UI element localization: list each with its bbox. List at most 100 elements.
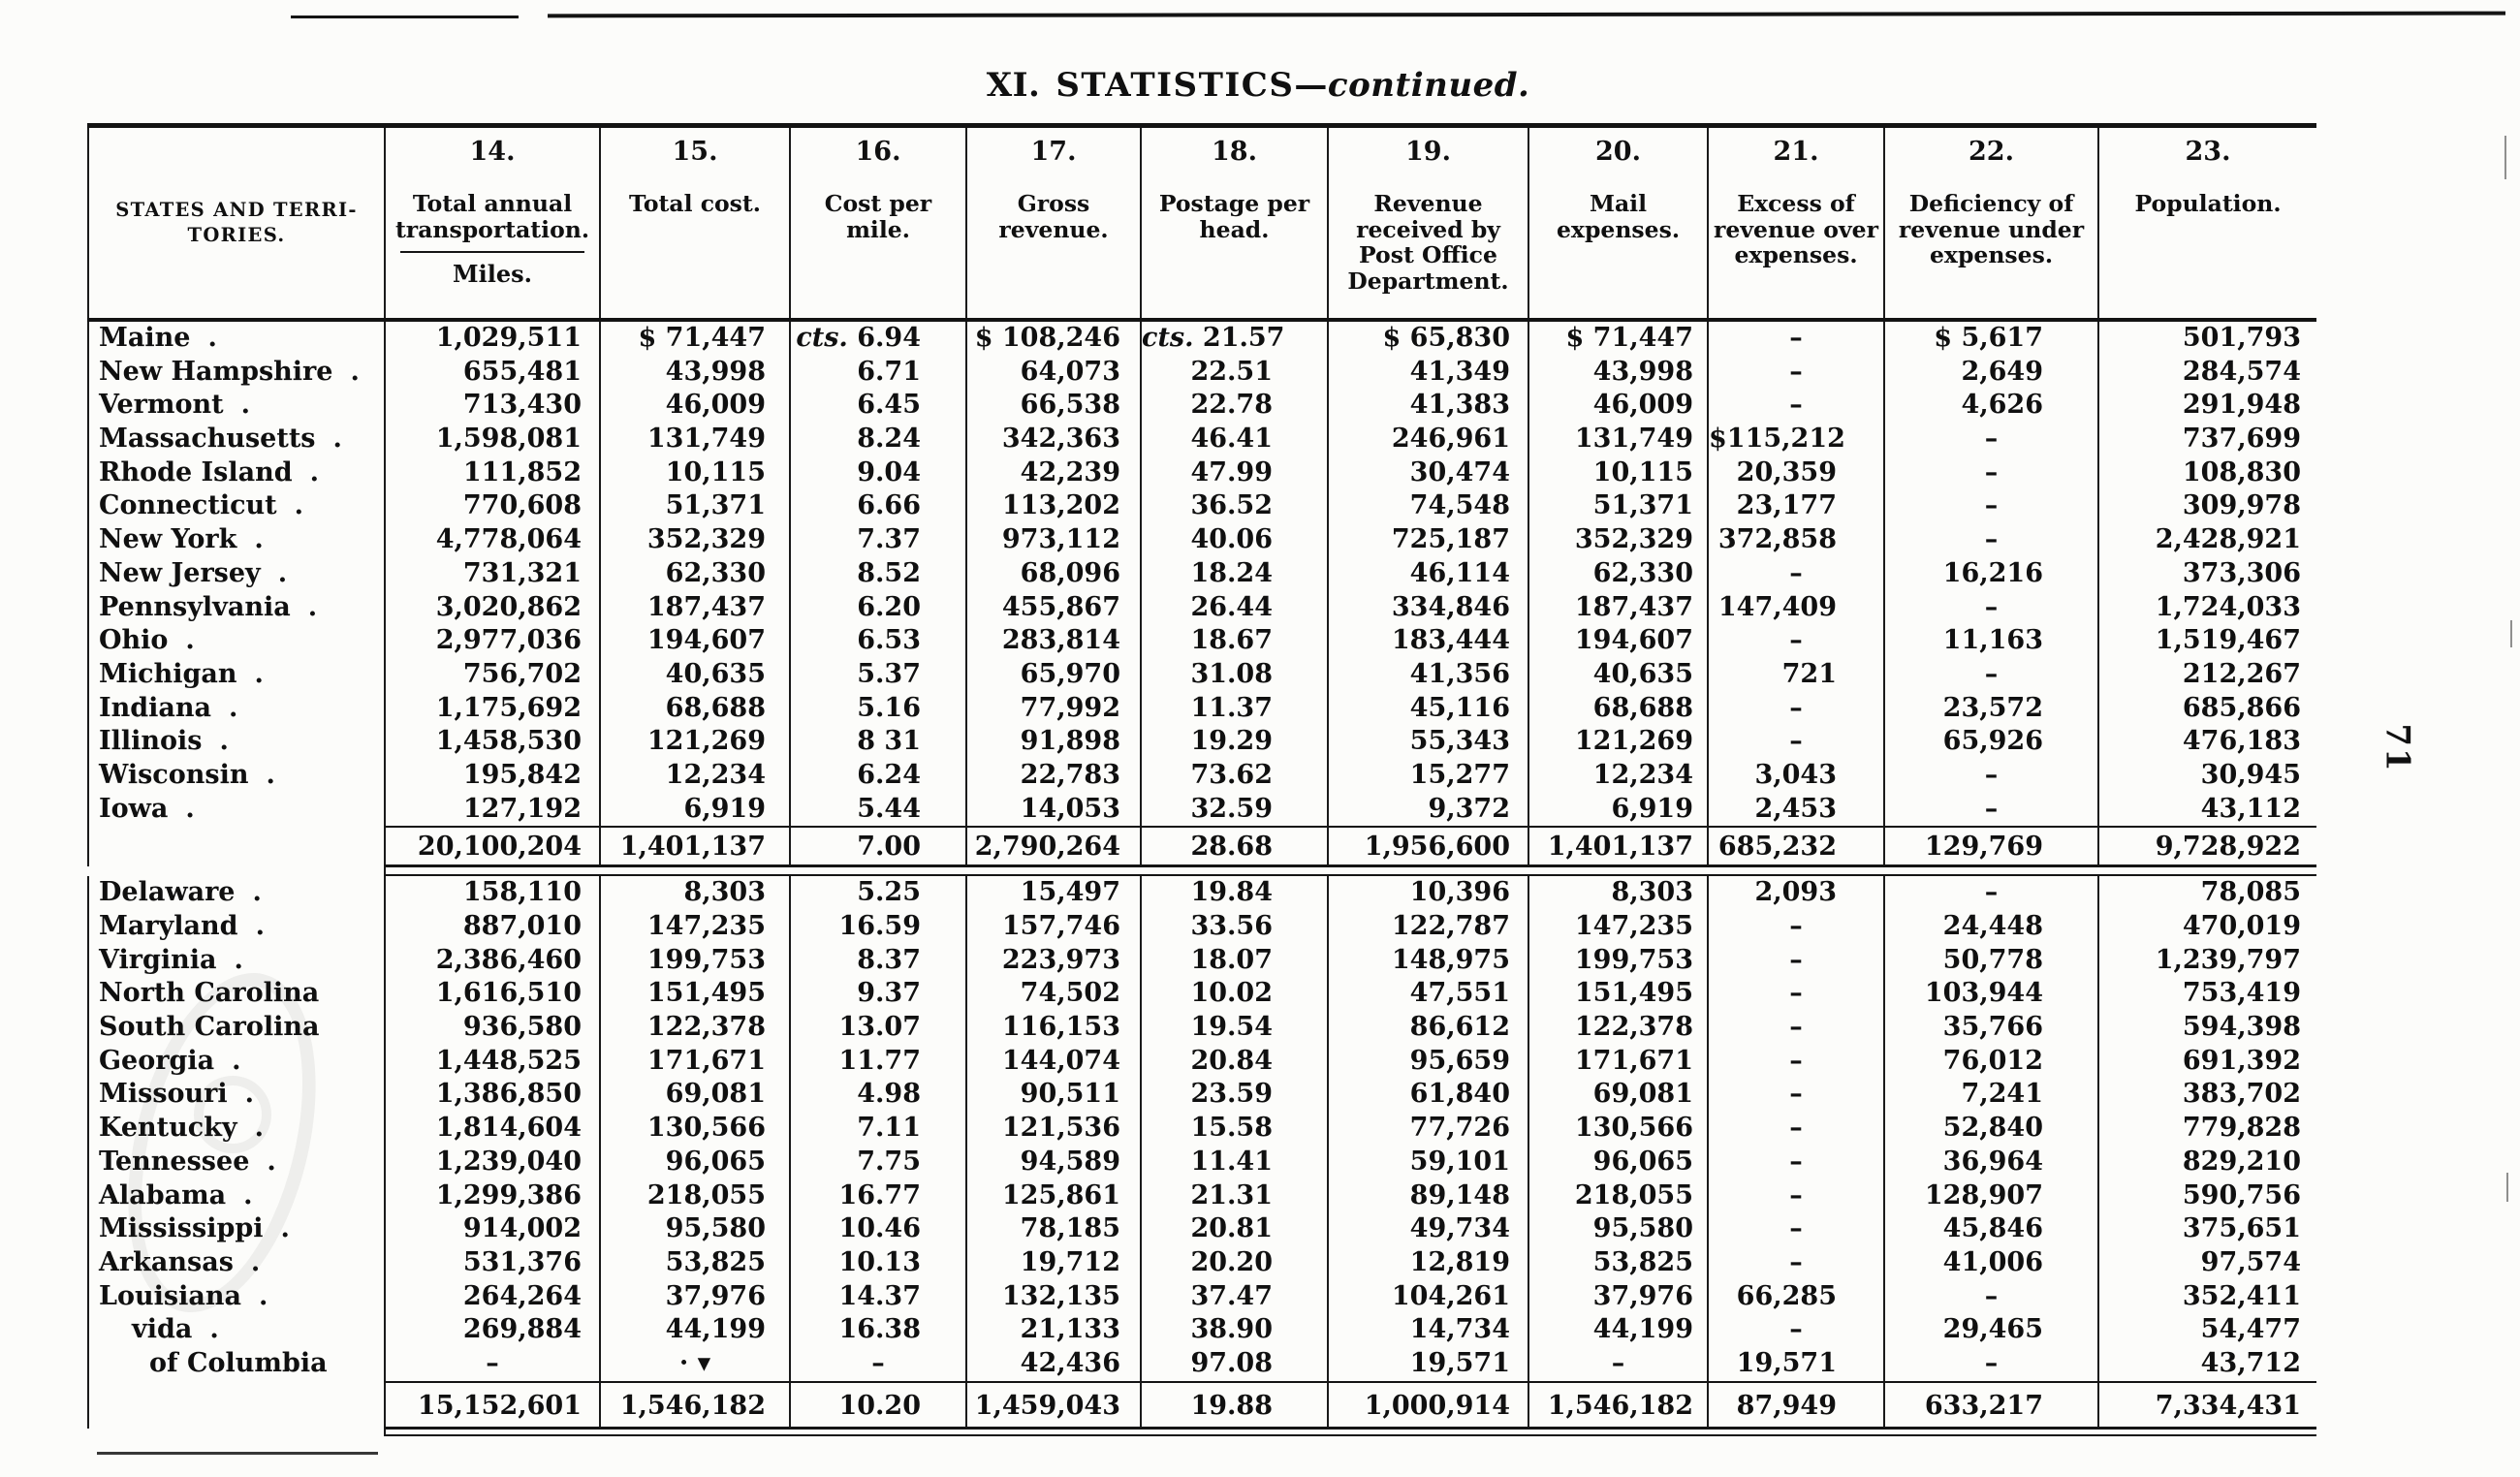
leader-dot: . [185,793,195,824]
leader-dot: . [234,944,243,975]
table-cell: 10.02 [1140,977,1327,1012]
state-name: Tennessee [99,1146,250,1177]
state-name: South Carolina [99,1012,320,1043]
table-row: Iowa. 127,192 6,919 5.44 14,053 32.59 9,372 6,9… [87,792,2316,827]
table-cell: 77,992 [965,691,1140,726]
leader-dot: . [244,1079,255,1110]
state-cell: Arkansas. [87,1245,384,1280]
table-cell: – [1707,1044,1883,1079]
leader-dot: . [209,1314,219,1345]
table-cell: 125,861 [965,1178,1140,1213]
table-cell: 9,372 [1327,792,1528,827]
state-name: Indiana [99,692,212,723]
table-cell: 2,428,921 [2097,523,2316,557]
table-cell: 51,371 [1528,489,1707,524]
column-label: Mail expenses. [1556,190,1681,243]
table-cell: 1,299,386 [384,1178,599,1213]
table-cell: 372,858 [1707,523,1883,557]
table-cell: 113,202 [965,489,1140,524]
table-cell: 144,074 [965,1044,1140,1079]
leader-dot: . [255,911,265,941]
table-cell: 633,217 [1883,1380,2097,1429]
state-cell: Vermont. [87,389,384,424]
table-cell: 97.08 [1140,1346,1327,1381]
state-name: New Hampshire [99,356,333,387]
table-cell: 2,453 [1707,792,1883,827]
table-cell: 95,580 [599,1212,789,1246]
table-cell: 42,239 [965,456,1140,490]
table-cell: 12,234 [599,758,789,793]
table-row: New York. 4,778,064 352,329 7.37 973,112 40.0… [87,523,2316,557]
state-cell: Iowa. [87,792,384,827]
state-cell: South Carolina [87,1011,384,1045]
state-cell: Ohio. [87,624,384,658]
table-cell: 77,726 [1327,1112,1528,1146]
table-cell: 130,566 [599,1112,789,1146]
table-cell: 147,235 [599,910,789,944]
state-cell: vida. [87,1313,384,1347]
table-cell: 78,185 [965,1212,1140,1246]
table-cell: 43,112 [2097,792,2316,827]
state-name: Maryland [99,911,238,941]
table-cell: 194,607 [1528,624,1707,658]
table-cell: 14,734 [1327,1313,1528,1347]
table-cell: 334,846 [1327,590,1528,625]
column-number: 20. [1595,137,1641,167]
table-cell: 10,115 [599,456,789,490]
table-cell: 104,261 [1327,1279,1528,1314]
table-cell: 476,183 [2097,725,2316,759]
divider-rule [384,1426,2316,1436]
table-cell: 194,607 [599,624,789,658]
state-name: Missouri [99,1079,228,1110]
state-cell-blank [87,1380,384,1429]
table-cell: 2,093 [1707,876,1883,911]
table-cell: 283,814 [965,624,1140,658]
state-name: vida [132,1314,193,1345]
table-cell: 199,753 [1528,943,1707,978]
table-cell: 90,511 [965,1078,1140,1113]
table-cell: 685,866 [2097,691,2316,726]
table-cell: 20.84 [1140,1044,1327,1079]
leader-dot: . [252,877,262,908]
table-cell: 73.62 [1140,758,1327,793]
divider-gap [87,1427,384,1436]
state-cell: Connecticut. [87,489,384,524]
table-cell: 35,766 [1883,1011,2097,1045]
table-cell: 22.51 [1140,355,1327,390]
state-name: Arkansas [99,1246,234,1277]
table-cell: 103,944 [1883,977,2097,1012]
table-cell: $ 5,617 [1883,322,2097,356]
table-cell: 375,651 [2097,1212,2316,1246]
leader-dot: . [309,456,320,487]
state-name: Virginia [99,944,217,975]
table-cell: – [1707,1112,1883,1146]
table-cell: – [1883,456,2097,490]
table-cell: 171,671 [599,1044,789,1079]
table-cell: – [1883,590,2097,625]
table-cell: 18.24 [1140,556,1327,591]
column-label: Excess of revenue over expenses. [1714,190,1878,268]
table-cell: 352,329 [599,523,789,557]
leader-dot: . [266,759,275,790]
table-cell: – [1707,355,1883,390]
table-row: vida. 269,884 44,199 16.38 21,133 38.90 14,734… [87,1313,2316,1347]
table-row: Rhode Island. 111,852 10,115 9.04 42,239 47.9… [87,456,2316,490]
subtotal-row: 20,100,204 1,401,137 7.00 2,790,264 28.68 1,9… [87,826,2316,867]
column-header: 20. Mail expenses. [1528,128,1707,318]
table-cell: 47,551 [1327,977,1528,1012]
table-cell: 691,392 [2097,1044,2316,1079]
table-cell: 76,012 [1883,1044,2097,1079]
scan-artifact-line [291,16,519,18]
state-name: Georgia [99,1045,215,1076]
table-cell: 65,926 [1883,725,2097,759]
table-cell: 87,949 [1707,1380,1883,1429]
leader-dot: . [254,524,264,555]
table-cell: · ▾ [599,1346,789,1381]
table-cell: 19,712 [965,1245,1140,1280]
table-cell: 10,115 [1528,456,1707,490]
column-label: Revenue received by Post Office Departme… [1347,190,1509,295]
table-cell: 19,571 [1327,1346,1528,1381]
table-cell: 455,867 [965,590,1140,625]
table-cell: 8.37 [789,943,965,978]
table-cell: 19.54 [1140,1011,1327,1045]
